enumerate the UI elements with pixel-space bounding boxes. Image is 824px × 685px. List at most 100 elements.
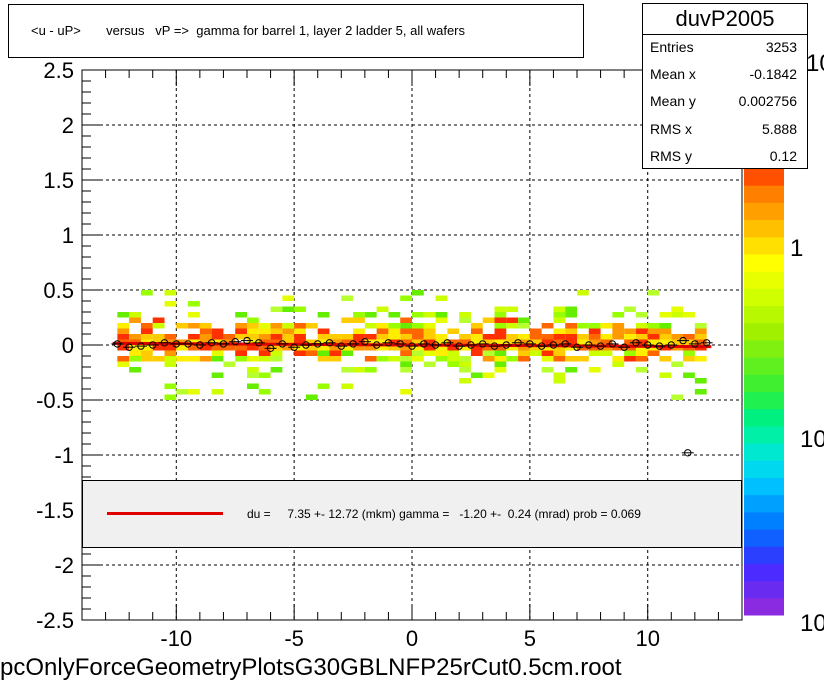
heat-cell bbox=[364, 312, 377, 318]
heat-cell bbox=[423, 334, 436, 340]
profile-point bbox=[455, 342, 463, 350]
heat-cell bbox=[376, 356, 389, 362]
heat-cell bbox=[400, 334, 412, 340]
heat-cell bbox=[282, 339, 295, 345]
heat-cell bbox=[223, 345, 236, 351]
palette-band bbox=[744, 391, 784, 410]
heat-cell bbox=[506, 317, 519, 323]
heat-cell bbox=[494, 345, 507, 351]
heat-cell bbox=[329, 345, 342, 351]
heat-cell bbox=[305, 345, 318, 351]
heat-cell bbox=[164, 361, 177, 367]
heat-cell bbox=[482, 350, 495, 356]
heat-cell bbox=[624, 306, 636, 312]
heat-cell bbox=[635, 339, 648, 345]
heat-cell bbox=[211, 350, 224, 356]
profile-point bbox=[608, 340, 617, 348]
stats-row-mean-x: Mean x -0.1842 bbox=[650, 66, 797, 88]
heat-cell bbox=[317, 345, 330, 351]
heat-cell bbox=[247, 372, 259, 378]
heat-cell bbox=[388, 334, 401, 340]
palette-band bbox=[744, 219, 784, 238]
heat-cell bbox=[235, 356, 247, 362]
heat-cell bbox=[435, 312, 448, 318]
heat-cell bbox=[270, 334, 283, 340]
profile-point bbox=[443, 339, 452, 347]
heat-cell bbox=[470, 345, 483, 351]
heat-cell bbox=[612, 361, 625, 367]
heat-cell bbox=[635, 367, 648, 373]
heat-cell bbox=[247, 317, 259, 323]
heat-cell bbox=[258, 345, 271, 351]
heat-cell bbox=[412, 290, 424, 296]
heat-cell bbox=[553, 312, 566, 318]
heat-cell bbox=[518, 317, 530, 323]
profile-point bbox=[290, 343, 298, 351]
heat-cell bbox=[435, 339, 448, 345]
profile-point bbox=[255, 339, 263, 347]
heat-cell bbox=[423, 323, 436, 329]
stats-separator bbox=[643, 34, 807, 35]
heat-cell bbox=[247, 367, 259, 373]
heat-cell bbox=[376, 339, 389, 345]
palette-band bbox=[744, 202, 784, 221]
profile-point bbox=[266, 344, 275, 352]
heat-cell bbox=[400, 323, 412, 329]
stats-row-rms-y: RMS y 0.12 bbox=[650, 148, 797, 170]
heat-cell bbox=[624, 339, 636, 345]
heat-cell bbox=[447, 345, 460, 351]
heat-cell bbox=[412, 323, 424, 329]
heat-cell bbox=[494, 317, 507, 323]
heat-cell bbox=[683, 350, 695, 356]
heat-cell bbox=[199, 323, 212, 329]
heat-cell bbox=[199, 339, 212, 345]
heat-cell bbox=[565, 339, 577, 345]
heat-cell bbox=[353, 367, 365, 373]
heat-cell bbox=[364, 367, 377, 373]
heat-cell bbox=[164, 345, 177, 351]
y-tick-label: -2.5 bbox=[36, 608, 74, 633]
heat-cell bbox=[305, 323, 318, 329]
heat-cell bbox=[176, 389, 189, 395]
heat-cell bbox=[188, 345, 200, 351]
stats-name: duvP2005 bbox=[675, 6, 775, 31]
heat-cell bbox=[494, 323, 507, 329]
profile-point bbox=[372, 341, 381, 349]
heat-cell bbox=[152, 345, 165, 351]
heat-cell bbox=[506, 323, 519, 329]
heat-cell bbox=[541, 334, 554, 340]
x-tick-label: 10 bbox=[635, 626, 659, 651]
heat-cell bbox=[129, 367, 141, 373]
heat-cell bbox=[282, 328, 295, 334]
profile-point bbox=[679, 336, 687, 345]
profile-point bbox=[490, 342, 499, 350]
profile-point bbox=[420, 340, 428, 348]
heat-cell bbox=[412, 334, 424, 340]
heat-cell bbox=[353, 339, 365, 345]
heat-cell bbox=[376, 334, 389, 340]
heat-cell bbox=[459, 345, 471, 351]
palette-band bbox=[744, 443, 784, 461]
heat-cell bbox=[140, 328, 153, 334]
heat-cell bbox=[188, 389, 200, 395]
x-tick-label: 5 bbox=[524, 626, 536, 651]
heat-cell bbox=[553, 356, 566, 362]
heat-cell bbox=[235, 328, 247, 334]
heat-cell bbox=[188, 356, 200, 362]
palette-band bbox=[744, 271, 784, 289]
heat-cell bbox=[294, 345, 306, 351]
heat-cell bbox=[541, 367, 554, 373]
palette-band bbox=[744, 185, 784, 203]
heat-cell bbox=[152, 356, 165, 362]
stats-row-entries: Entries 3253 bbox=[650, 39, 797, 61]
heat-cell bbox=[518, 350, 530, 356]
heat-cell bbox=[199, 345, 212, 351]
heat-cell bbox=[612, 356, 625, 362]
heat-cell bbox=[388, 312, 401, 318]
stats-value: 5.888 bbox=[761, 121, 797, 137]
profile-point bbox=[596, 342, 605, 350]
profile-point bbox=[467, 341, 475, 349]
heat-cell bbox=[376, 306, 389, 312]
heat-cell bbox=[211, 328, 224, 334]
